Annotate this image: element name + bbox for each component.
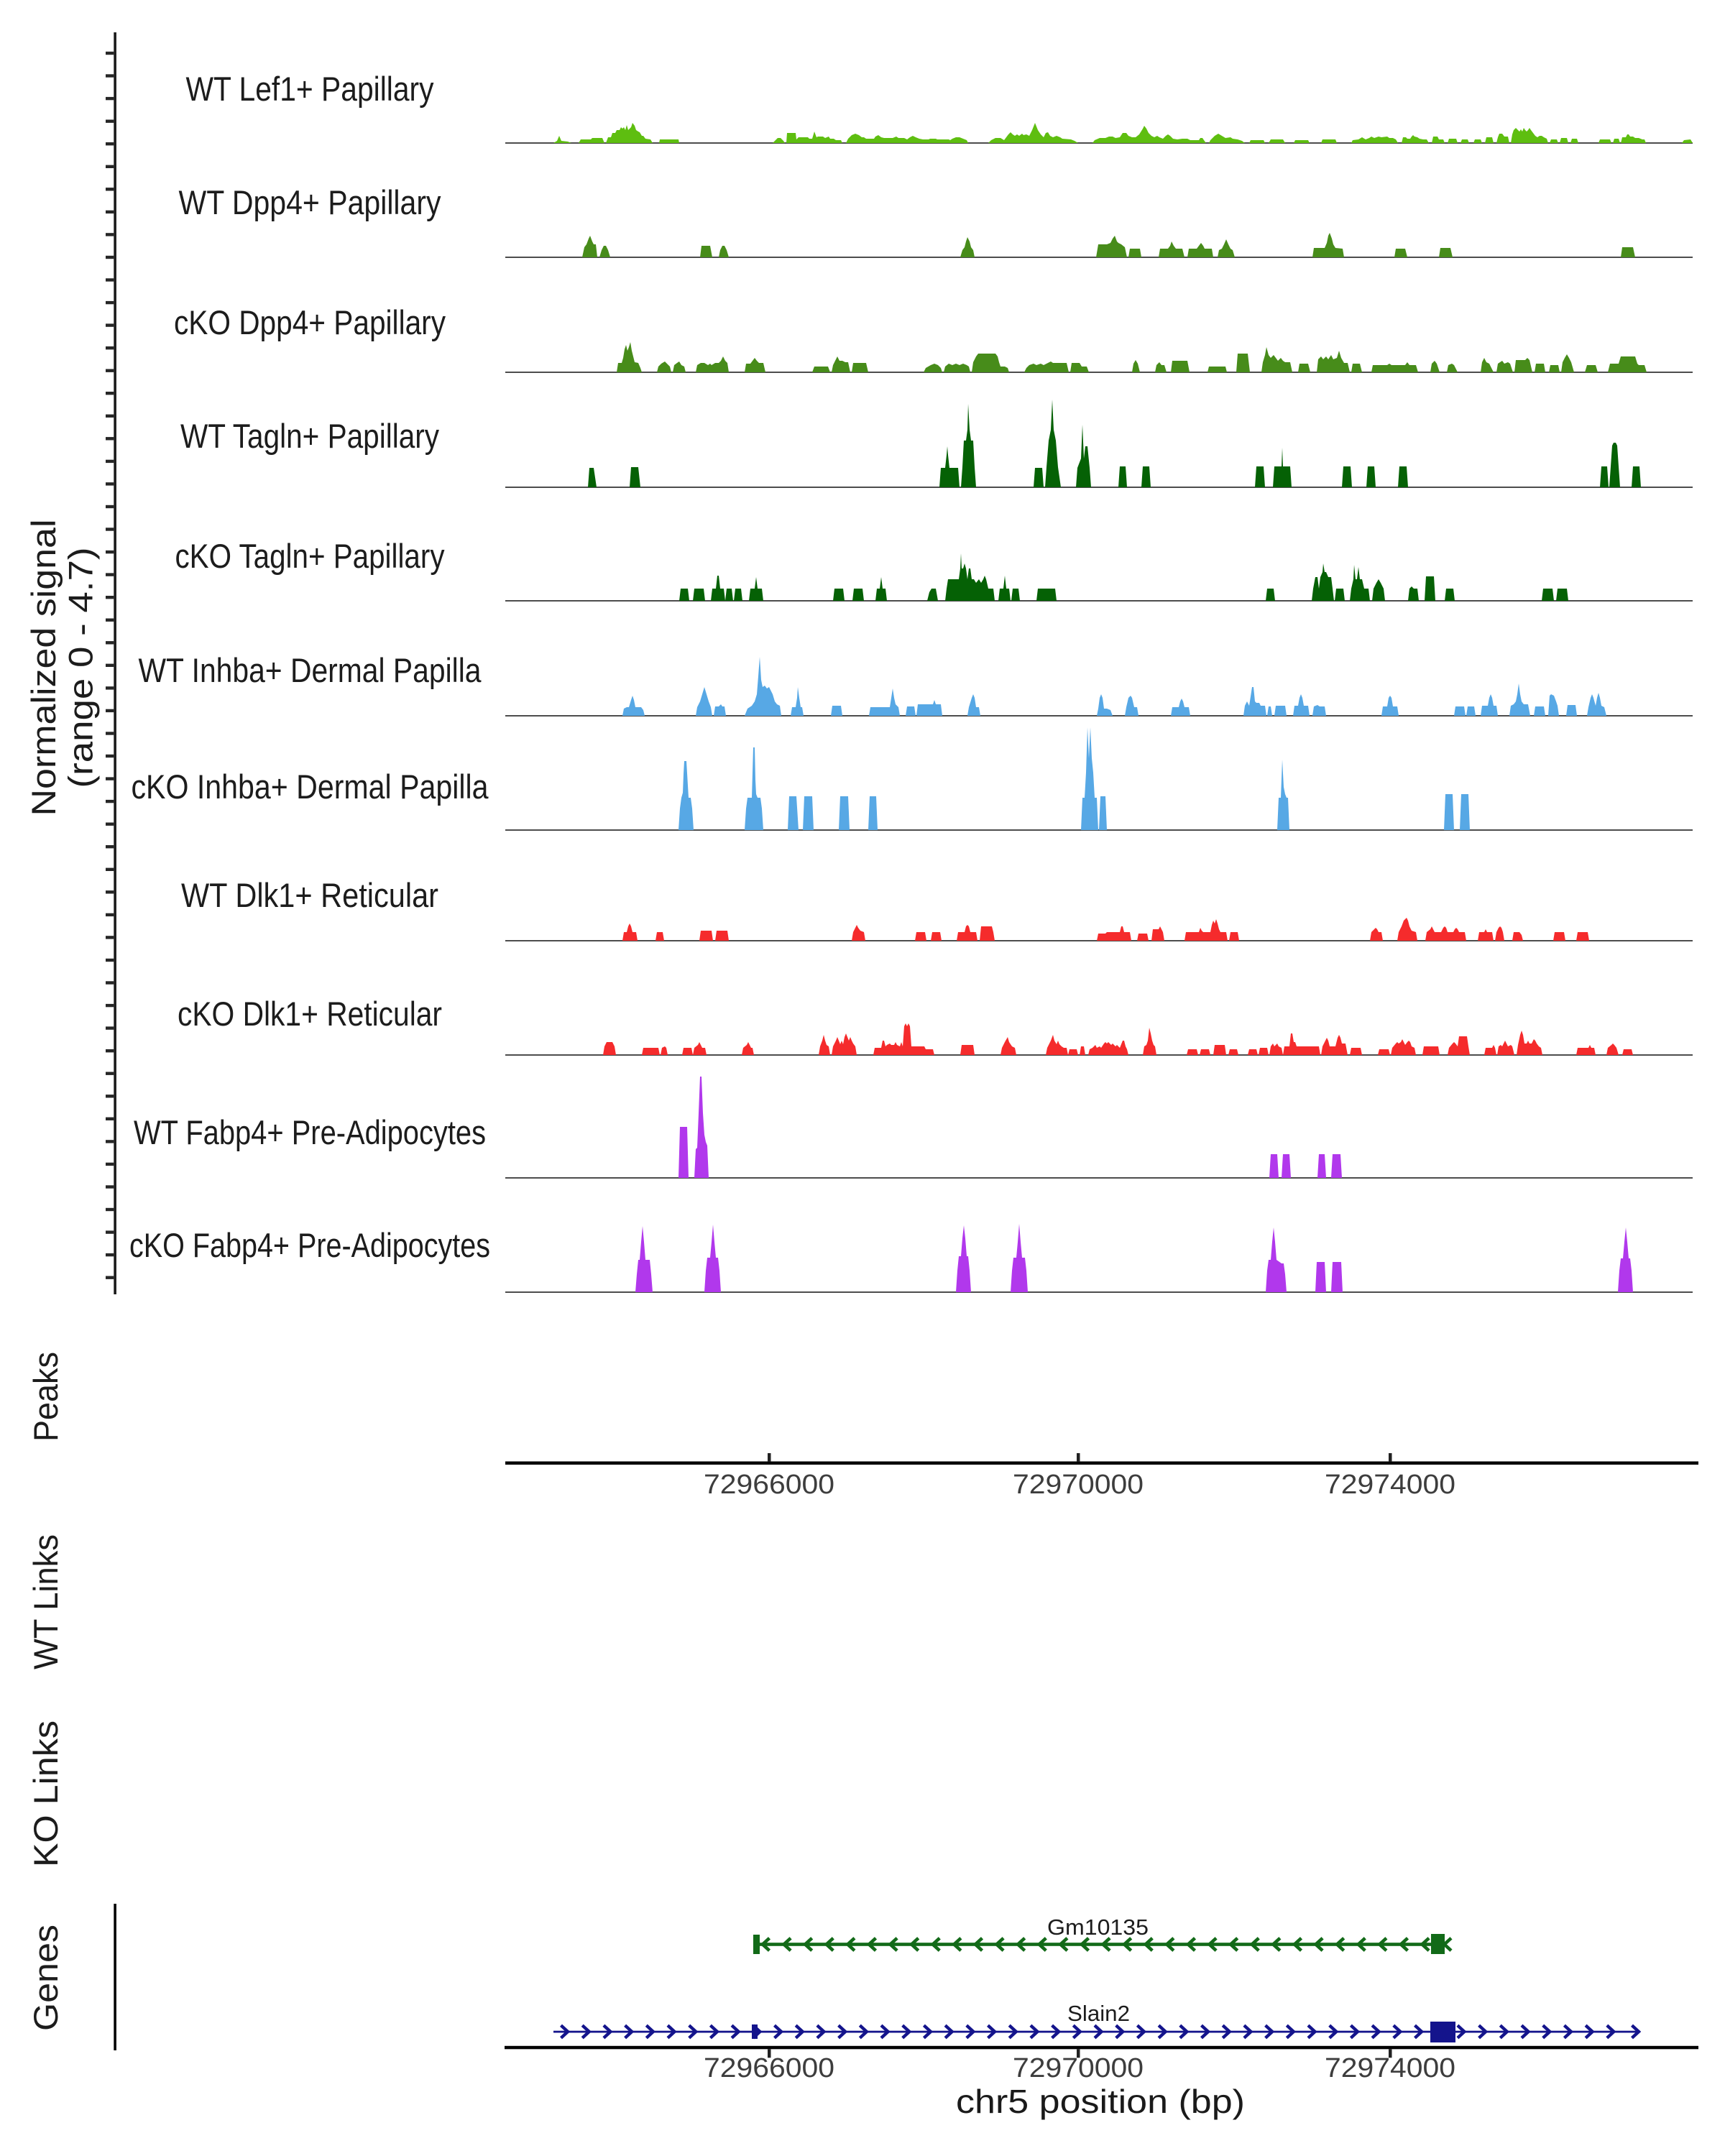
svg-text:Normalized signal: Normalized signal (24, 520, 63, 816)
svg-text:Gm10135: Gm10135 (1047, 1915, 1149, 1940)
svg-text:Slain2: Slain2 (1067, 2001, 1130, 2026)
svg-text:72966000: 72966000 (704, 1470, 834, 1500)
svg-text:72970000: 72970000 (1013, 2053, 1144, 2083)
svg-text:cKO Tagln+ Papillary: cKO Tagln+ Papillary (175, 537, 445, 575)
svg-text:KO Links: KO Links (27, 1720, 65, 1867)
svg-text:WT Tagln+ Papillary: WT Tagln+ Papillary (180, 417, 439, 455)
svg-text:cKO Inhba+ Dermal Papilla: cKO Inhba+ Dermal Papilla (132, 768, 489, 806)
svg-text:WT Fabp4+ Pre-Adipocytes: WT Fabp4+ Pre-Adipocytes (134, 1113, 486, 1151)
svg-text:72966000: 72966000 (704, 2053, 834, 2083)
svg-text:72974000: 72974000 (1325, 1470, 1455, 1500)
svg-text:WT Links: WT Links (27, 1534, 65, 1669)
svg-text:chr5 position (bp): chr5 position (bp) (956, 2083, 1245, 2120)
svg-text:cKO Dpp4+ Papillary: cKO Dpp4+ Papillary (174, 303, 446, 341)
svg-text:72970000: 72970000 (1013, 1470, 1144, 1500)
svg-text:(range 0 - 4.7): (range 0 - 4.7) (62, 548, 100, 788)
svg-text:Peaks: Peaks (27, 1352, 65, 1442)
svg-text:WT Lef1+ Papillary: WT Lef1+ Papillary (186, 70, 434, 108)
svg-text:WT Dpp4+ Papillary: WT Dpp4+ Papillary (179, 183, 441, 221)
svg-text:WT Dlk1+ Reticular: WT Dlk1+ Reticular (181, 876, 438, 914)
svg-text:72974000: 72974000 (1325, 2053, 1455, 2083)
svg-text:WT Inhba+ Dermal Papilla: WT Inhba+ Dermal Papilla (139, 651, 482, 689)
svg-text:cKO Dlk1+ Reticular: cKO Dlk1+ Reticular (178, 995, 442, 1033)
svg-text:cKO Fabp4+ Pre-Adipocytes: cKO Fabp4+ Pre-Adipocytes (129, 1226, 490, 1264)
svg-text:Genes: Genes (27, 1925, 65, 2031)
